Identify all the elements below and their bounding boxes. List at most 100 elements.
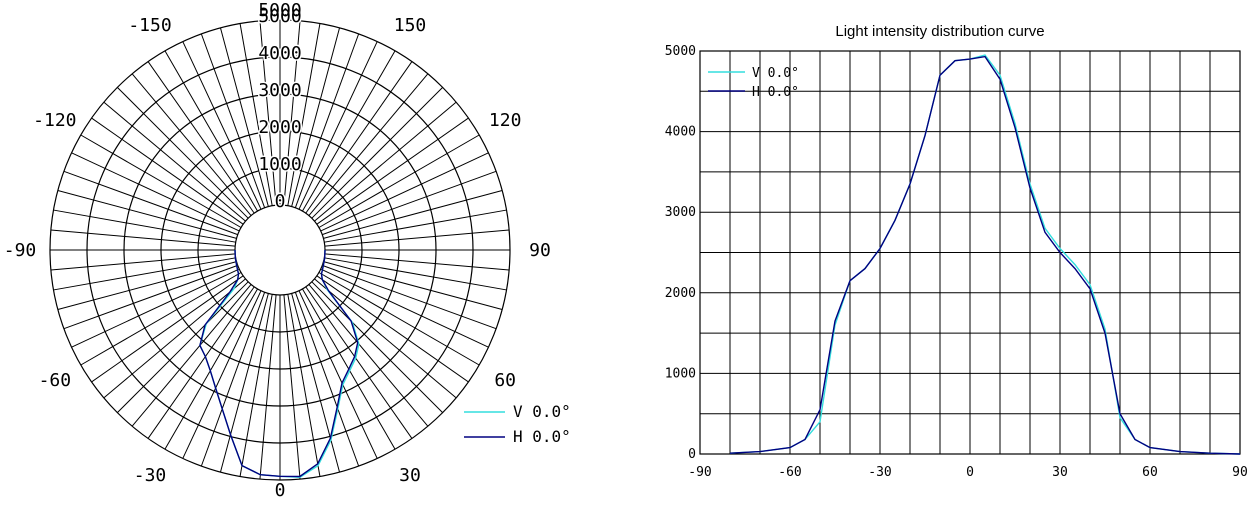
polar-spoke [294, 292, 360, 467]
y-tick-label: 4000 [665, 125, 696, 140]
polar-spoke [239, 294, 273, 477]
polar-spoke [259, 294, 277, 480]
y-tick-label: 1000 [665, 366, 696, 381]
polar-spoke [324, 257, 507, 291]
polar-angle-label: 60 [494, 370, 516, 391]
chart-title: Light intensity distribution curve [835, 23, 1044, 40]
polar-angle-label: 30 [399, 465, 421, 486]
x-tick-label: -30 [868, 465, 891, 480]
polar-spoke [305, 61, 413, 214]
polar-angle-label: -120 [33, 110, 76, 131]
polar-spoke [200, 33, 266, 208]
cart-legend: V 0.0° H 0.0° [708, 66, 799, 100]
polar-spoke [50, 229, 236, 247]
polar-grid [49, 19, 511, 481]
polar-angle-label: -60 [39, 370, 72, 391]
polar-spoke [219, 27, 269, 207]
polar-spoke [308, 73, 429, 216]
polar-legend: V 0.0° H 0.0° [464, 402, 570, 446]
polar-spoke [311, 281, 443, 413]
polar-spoke [324, 229, 510, 247]
x-tick-label: -60 [778, 465, 801, 480]
polar-ring [197, 167, 363, 333]
polar-angle-label: -90 [4, 240, 37, 261]
series-line-v [729, 54, 1241, 455]
polar-spoke [91, 275, 244, 383]
x-tick-label: 30 [1052, 465, 1068, 480]
polar-spoke [80, 272, 242, 366]
polar-spoke [57, 189, 237, 239]
polar-radial-tick-label: 4000 [258, 43, 301, 64]
polar-radial-tick-label: 3000 [258, 80, 301, 101]
polar-angle-label: 120 [489, 110, 522, 131]
polar-spoke [259, 20, 277, 206]
polar-spoke [283, 20, 301, 206]
polar-spoke [322, 170, 497, 236]
polar-spoke [57, 261, 237, 311]
polar-radial-tick-label: 2000 [258, 117, 301, 138]
polar-ring [234, 204, 326, 296]
polar-spoke [287, 23, 321, 206]
polar-spoke [314, 278, 457, 399]
cart-grid [699, 50, 1241, 455]
x-tick-label: -90 [688, 465, 711, 480]
polar-spoke [324, 253, 510, 271]
polar-spoke [50, 253, 236, 271]
polar-spoke [219, 293, 269, 473]
polar-spoke [305, 286, 413, 439]
polar-radial-tick-label: 0 [275, 191, 286, 212]
legend-label: H 0.0° [752, 85, 799, 100]
polar-legend-label: H 0.0° [513, 427, 570, 446]
polar-spoke [314, 101, 457, 222]
polar-angle-label: 0 [275, 480, 286, 501]
polar-angle-label: 150 [394, 15, 427, 36]
polar-ring [160, 130, 400, 370]
polar-spoke [147, 286, 255, 439]
polar-ring [123, 93, 437, 407]
polar-spoke [316, 117, 469, 225]
polar-spoke [291, 27, 341, 207]
polar-spoke [318, 272, 480, 366]
polar-spoke [53, 209, 236, 243]
cartesian-intensity-chart: Light intensity distribution curve 0 1000 2… [665, 23, 1248, 480]
polar-spoke [164, 288, 258, 450]
polar-spoke [182, 290, 262, 459]
polar-spoke [117, 87, 249, 219]
legend-label: V 0.0° [752, 66, 799, 81]
polar-spoke [287, 294, 321, 477]
polar-spoke [323, 189, 503, 239]
polar-spoke [316, 275, 469, 383]
y-tick-label: 5000 [665, 44, 696, 59]
y-tick-label: 3000 [665, 205, 696, 220]
polar-spoke [131, 284, 252, 427]
x-tick-label: 90 [1232, 465, 1248, 480]
polar-angle-label: 90 [529, 240, 551, 261]
polar-radial-tick-label: 1000 [258, 154, 301, 175]
polar-spoke [283, 294, 301, 480]
polar-spoke [63, 264, 238, 330]
polar-spoke [239, 23, 273, 206]
polar-spoke [320, 152, 489, 232]
polar-spoke [294, 33, 360, 208]
polar-spoke [164, 50, 258, 212]
polar-spoke [63, 170, 238, 236]
polar-spoke [80, 134, 242, 228]
polar-spoke [298, 41, 378, 210]
polar-spoke [311, 87, 443, 219]
x-tick-label: 60 [1142, 465, 1158, 480]
polar-spoke [131, 73, 252, 216]
polar-spoke [291, 293, 341, 473]
polar-spoke [71, 268, 240, 348]
polar-spoke [323, 261, 503, 311]
polar-spoke [318, 134, 480, 228]
polar-legend-label: V 0.0° [513, 402, 570, 421]
polar-ring [49, 19, 511, 481]
polar-spoke [117, 281, 249, 413]
polar-spoke [103, 278, 246, 399]
polar-angle-label: -30 [134, 465, 167, 486]
polar-spoke [298, 290, 378, 459]
polar-spoke [320, 268, 489, 348]
polar-radial-tick-label: 5000 [258, 6, 301, 27]
polar-spoke [91, 117, 244, 225]
polar-ring [86, 56, 474, 444]
